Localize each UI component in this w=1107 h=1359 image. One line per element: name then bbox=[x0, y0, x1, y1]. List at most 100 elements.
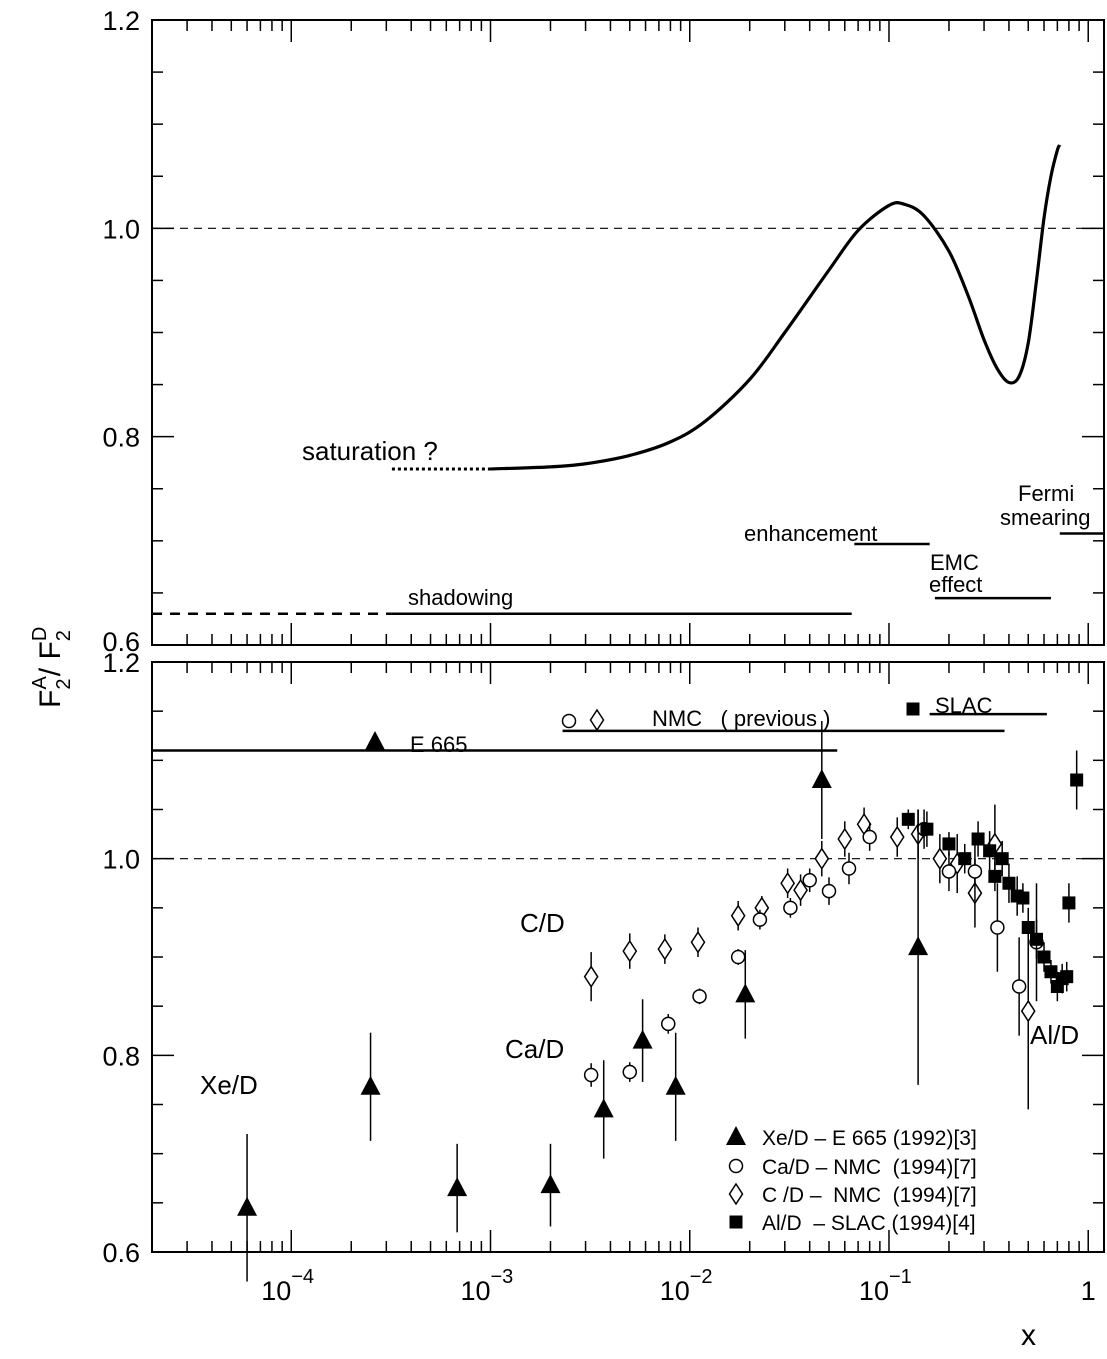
data-point bbox=[730, 949, 746, 965]
top-y-tick-label: 0.8 bbox=[102, 423, 140, 453]
data-point bbox=[1044, 965, 1058, 979]
series-filled-triangle bbox=[237, 721, 929, 1282]
y-axis-label: F2A/ F2D bbox=[29, 627, 75, 708]
x-axis-label: x bbox=[1021, 1319, 1036, 1352]
data-point bbox=[971, 832, 985, 846]
legend-symbol bbox=[728, 1158, 744, 1174]
data-point bbox=[901, 812, 915, 826]
legend-symbol bbox=[726, 1126, 746, 1145]
data-point bbox=[821, 883, 837, 899]
data-point bbox=[793, 878, 808, 902]
bottom-y-tick-label: 1.0 bbox=[102, 845, 140, 875]
data-point bbox=[752, 912, 768, 927]
x-tick-label: 10 bbox=[261, 1276, 291, 1306]
data-point bbox=[1070, 773, 1084, 787]
x-tick-label: 1 bbox=[1081, 1276, 1096, 1306]
top-y-tick-label: 0.6 bbox=[102, 627, 140, 657]
legend-symbol bbox=[729, 1215, 743, 1229]
legend: Xe/D – E 665 (1992)[3] Ca/D – NMC (1994)… bbox=[762, 1127, 977, 1235]
data-point bbox=[990, 920, 1005, 935]
data-point bbox=[665, 1075, 686, 1095]
data-point bbox=[583, 965, 599, 989]
ratio-curve bbox=[490, 144, 1062, 471]
data-point bbox=[983, 844, 997, 858]
data-point bbox=[932, 847, 948, 871]
bottom-y-tick-label: 1.2 bbox=[102, 648, 140, 678]
data-point bbox=[622, 939, 638, 963]
annotation-cad: Ca/D bbox=[505, 1034, 564, 1064]
data-point bbox=[1020, 999, 1036, 1023]
data-point bbox=[657, 937, 673, 961]
data-point bbox=[988, 869, 1002, 883]
data-point bbox=[1062, 896, 1076, 910]
bottom-panel: 0.60.81.01.210 −4 10 −3 10 −2 10 −1 1 bbox=[102, 648, 1104, 1306]
region-label-enhancement: enhancement bbox=[744, 521, 877, 546]
data-point bbox=[783, 900, 798, 916]
data-point bbox=[632, 1029, 653, 1049]
range-marker-nmc-circle bbox=[561, 713, 577, 729]
bottom-y-tick-label: 0.8 bbox=[102, 1041, 140, 1071]
range-label-nmc: NMC ( previous ) bbox=[652, 706, 830, 731]
data-point bbox=[730, 904, 746, 928]
series-open-circle bbox=[583, 809, 1044, 1087]
legend-symbol bbox=[728, 1182, 744, 1206]
annotation-xed: Xe/D bbox=[200, 1070, 258, 1100]
data-point bbox=[593, 1098, 614, 1118]
data-point bbox=[837, 827, 853, 851]
range-marker-e665 bbox=[365, 731, 385, 750]
x-tick-label: 10 bbox=[660, 1276, 690, 1306]
x-tick-label: 10 bbox=[859, 1276, 889, 1306]
data-point bbox=[1011, 979, 1027, 994]
data-point bbox=[908, 936, 929, 956]
annotation-cd: C/D bbox=[520, 908, 565, 938]
legend-entry-xe: Xe/D – E 665 (1992)[3] bbox=[762, 1127, 977, 1150]
region-label-shadowing: shadowing bbox=[408, 585, 513, 610]
data-point bbox=[540, 1174, 561, 1194]
data-point bbox=[1021, 921, 1035, 934]
data-point bbox=[735, 983, 756, 1003]
range-label-slac: SLAC bbox=[935, 693, 993, 718]
data-point bbox=[862, 829, 877, 845]
data-point bbox=[889, 825, 905, 849]
range-marker-slac bbox=[906, 702, 920, 716]
data-point bbox=[360, 1075, 381, 1095]
data-point bbox=[1060, 970, 1074, 984]
data-point bbox=[622, 1064, 638, 1080]
bottom-y-tick-label: 0.6 bbox=[102, 1238, 140, 1268]
legend-entry-c: C /D – NMC (1994)[7] bbox=[762, 1184, 977, 1207]
region-label-emc-line1: EMC bbox=[930, 550, 979, 575]
data-point bbox=[942, 837, 956, 851]
data-point bbox=[967, 864, 983, 879]
top-y-tick-label: 1.2 bbox=[102, 6, 140, 36]
data-point bbox=[583, 1067, 599, 1083]
data-point bbox=[1002, 876, 1016, 890]
region-label-fermi-line2: smearing bbox=[1000, 505, 1090, 530]
data-point bbox=[1016, 891, 1030, 905]
data-point bbox=[1037, 950, 1051, 964]
data-point bbox=[1029, 932, 1043, 946]
data-point bbox=[958, 852, 972, 866]
region-label-fermi-line1: Fermi bbox=[1018, 481, 1074, 506]
series-open-diamond bbox=[583, 804, 1036, 1110]
top-y-tick-label: 1.0 bbox=[102, 214, 140, 244]
annotation-ald: Al/D bbox=[1030, 1020, 1079, 1050]
legend-entry-ca: Ca/D – NMC (1994)[7] bbox=[762, 1156, 977, 1179]
x-tick-label: 10 bbox=[460, 1276, 490, 1306]
data-point bbox=[660, 1016, 676, 1032]
data-point bbox=[841, 861, 857, 876]
x-tick-exponent: −3 bbox=[491, 1266, 514, 1288]
data-point bbox=[692, 989, 707, 1004]
legend-entry-al: Al/D – SLAC (1994)[4] bbox=[762, 1212, 976, 1235]
x-tick-exponent: −1 bbox=[889, 1266, 912, 1288]
data-point bbox=[690, 930, 706, 954]
data-point bbox=[802, 873, 817, 888]
data-point bbox=[447, 1177, 468, 1197]
series-filled-square bbox=[901, 750, 1084, 1002]
x-tick-exponent: −2 bbox=[690, 1266, 713, 1288]
range-label-e665: E 665 bbox=[410, 732, 468, 757]
saturation-label: saturation ? bbox=[302, 436, 438, 466]
data-point bbox=[811, 769, 832, 788]
top-panel: 0.8 1.0 1.2 0.6 bbox=[102, 6, 1104, 657]
data-point bbox=[941, 864, 957, 879]
